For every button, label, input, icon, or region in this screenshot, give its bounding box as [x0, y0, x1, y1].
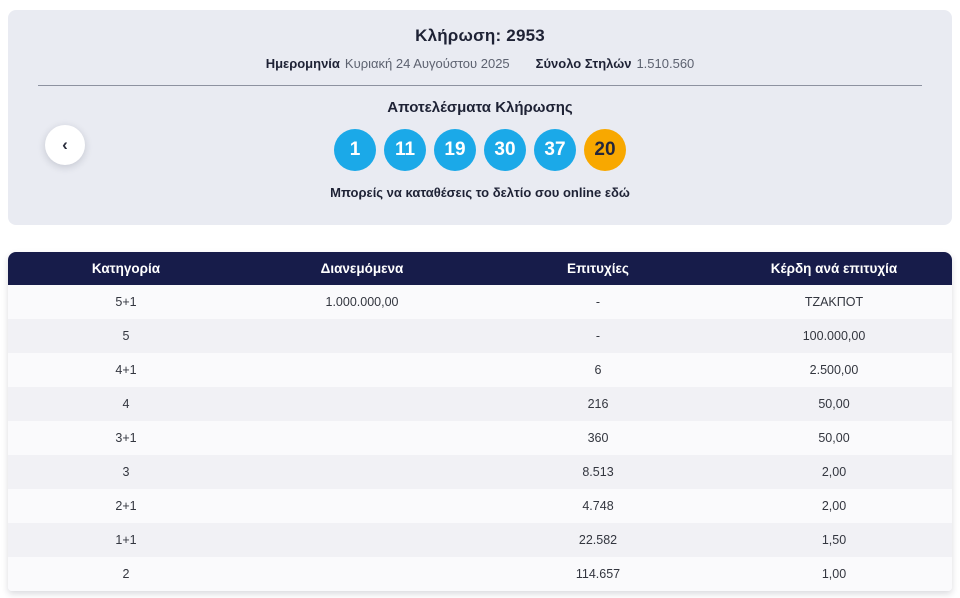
table-cell: 114.657	[575, 567, 621, 581]
table-cell: 3	[122, 465, 130, 479]
table-row: 5 - 100.000,00	[8, 319, 952, 353]
prize-table: Κατηγορία Διανεμόμενα Επιτυχίες Κέρδη ανά ε…	[8, 252, 952, 591]
submit-online-link[interactable]: Μπορείς να καταθέσεις το δελτίο σου onli…	[330, 185, 630, 200]
table-cell: 4+1	[115, 363, 137, 377]
column-header: Επιτυχίες	[567, 261, 629, 276]
column-header: Διανεμόμενα	[320, 261, 404, 276]
winning-number-ball: 1	[334, 129, 376, 171]
table-cell: 2.500,00	[809, 363, 859, 377]
divider	[38, 85, 922, 86]
table-cell: 50,00	[818, 397, 850, 411]
column-header: Κέρδη ανά επιτυχία	[770, 261, 898, 276]
prize-table-body: 5+1 1.000.000,00 - ΤΖΑΚΠΟΤ 5 - 100.000,00 4+1 6 2…	[8, 285, 952, 591]
prize-table-header: Κατηγορία Διανεμόμενα Επιτυχίες Κέρδη ανά ε…	[8, 252, 952, 285]
numbers-row: 1 11 19 30 37 20	[334, 129, 626, 171]
draw-meta: Ημερομηνία Κυριακή 24 Αυγούστου 2025 Σύν…	[266, 56, 695, 71]
table-cell: 216	[587, 397, 609, 411]
table-cell: 1,00	[821, 567, 847, 581]
table-cell: -	[595, 295, 601, 309]
table-row: 5+1 1.000.000,00 - ΤΖΑΚΠΟΤ	[8, 285, 952, 319]
table-cell: 2,00	[821, 499, 847, 513]
draw-title: Κλήρωση: 2953	[415, 26, 545, 45]
table-cell: 8.513	[582, 465, 614, 479]
winning-number-ball: 30	[484, 129, 526, 171]
table-cell: 1,50	[821, 533, 847, 547]
table-cell: 1+1	[115, 533, 137, 547]
table-row: 2+1 4.748 2,00	[8, 489, 952, 523]
total-columns: Σύνολο Στηλών 1.510.560	[536, 56, 695, 71]
draw-date: Ημερομηνία Κυριακή 24 Αυγούστου 2025	[266, 56, 510, 71]
table-cell: 100.000,00	[802, 329, 866, 343]
draw-card: Κλήρωση: 2953 Ημερομηνία Κυριακή 24 Αυγο…	[8, 10, 952, 225]
total-columns-label: Σύνολο Στηλών	[535, 56, 632, 71]
chevron-left-icon: ‹	[62, 134, 68, 154]
winning-number-ball: 37	[534, 129, 576, 171]
previous-draw-button[interactable]: ‹	[45, 125, 85, 165]
table-cell: 360	[587, 431, 609, 445]
table-cell: -	[595, 329, 601, 343]
table-row: 3 8.513 2,00	[8, 455, 952, 489]
winning-number-ball: 11	[384, 129, 426, 171]
table-cell: 4.748	[582, 499, 614, 513]
table-row: 4 216 50,00	[8, 387, 952, 421]
table-cell: 50,00	[818, 431, 850, 445]
table-cell: 2	[122, 567, 130, 581]
table-cell: 5	[122, 329, 130, 343]
total-columns-value: 1.510.560	[636, 56, 695, 71]
results-title: Αποτελέσματα Κλήρωσης	[387, 99, 573, 116]
table-cell: 5+1	[115, 295, 137, 309]
table-cell: ΤΖΑΚΠΟΤ	[804, 295, 864, 309]
table-cell: 2,00	[821, 465, 847, 479]
table-cell: 1.000.000,00	[325, 295, 399, 309]
table-cell: 6	[594, 363, 602, 377]
table-row: 4+1 6 2.500,00	[8, 353, 952, 387]
winning-number-ball: 19	[434, 129, 476, 171]
draw-date-label: Ημερομηνία	[265, 56, 340, 71]
table-row: 2 114.657 1,00	[8, 557, 952, 591]
table-cell: 4	[122, 397, 130, 411]
table-cell: 22.582	[578, 533, 618, 547]
draw-date-value: Κυριακή 24 Αυγούστου 2025	[344, 56, 510, 71]
table-cell: 2+1	[115, 499, 137, 513]
bonus-number-ball: 20	[584, 129, 626, 171]
table-cell: 3+1	[115, 431, 137, 445]
column-header: Κατηγορία	[91, 261, 161, 276]
table-row: 1+1 22.582 1,50	[8, 523, 952, 557]
table-row: 3+1 360 50,00	[8, 421, 952, 455]
